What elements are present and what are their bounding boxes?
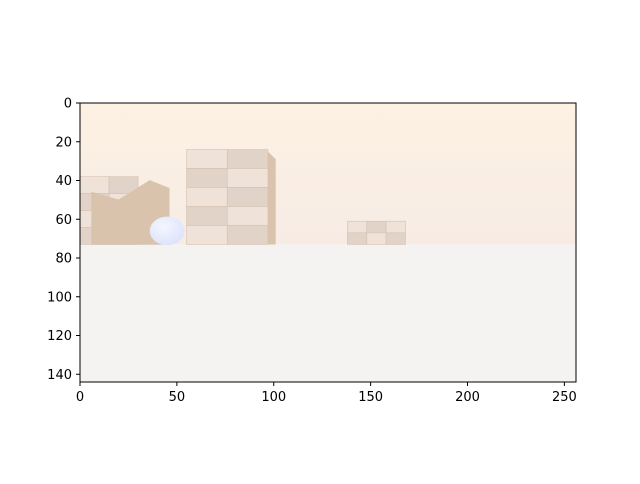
center-box-tower-side — [267, 151, 276, 245]
x-tick-label: 0 — [76, 390, 84, 405]
x-tick-label: 200 — [455, 390, 480, 405]
box — [186, 168, 228, 188]
box — [385, 232, 406, 245]
box — [226, 225, 269, 245]
box — [226, 206, 269, 226]
y-tick-label: 80 — [55, 252, 72, 267]
box — [366, 232, 387, 245]
image-area — [79, 103, 576, 382]
box — [186, 187, 228, 207]
left-box-angled — [91, 180, 170, 245]
y-axis: 0 20 40 60 80 100 120 140 — [47, 97, 80, 383]
box — [366, 220, 387, 234]
box — [186, 149, 228, 169]
x-tick-label: 100 — [261, 390, 286, 405]
center-box-tower — [186, 149, 269, 245]
axes-frame — [79, 102, 577, 383]
box — [226, 187, 269, 207]
y-tick-label: 100 — [47, 290, 72, 305]
x-tick-label: 150 — [358, 390, 383, 405]
box — [79, 176, 110, 194]
y-tick-label: 140 — [47, 368, 72, 383]
x-tick-label: 250 — [552, 390, 577, 405]
y-tick-label: 0 — [64, 97, 72, 112]
y-tick-label: 20 — [55, 135, 72, 150]
floor — [80, 244, 576, 382]
box — [347, 220, 368, 234]
box — [385, 220, 406, 234]
box — [226, 168, 269, 188]
x-tick-label: 50 — [169, 390, 186, 405]
y-tick-label: 60 — [55, 213, 72, 228]
x-axis: 0 50 100 150 200 250 — [76, 382, 577, 405]
sphere — [149, 216, 185, 246]
box — [347, 232, 368, 245]
box — [226, 149, 269, 169]
y-tick-label: 40 — [55, 174, 72, 189]
y-tick-label: 120 — [47, 329, 72, 344]
box — [186, 206, 228, 226]
box — [186, 225, 228, 245]
right-box-small — [347, 220, 406, 245]
